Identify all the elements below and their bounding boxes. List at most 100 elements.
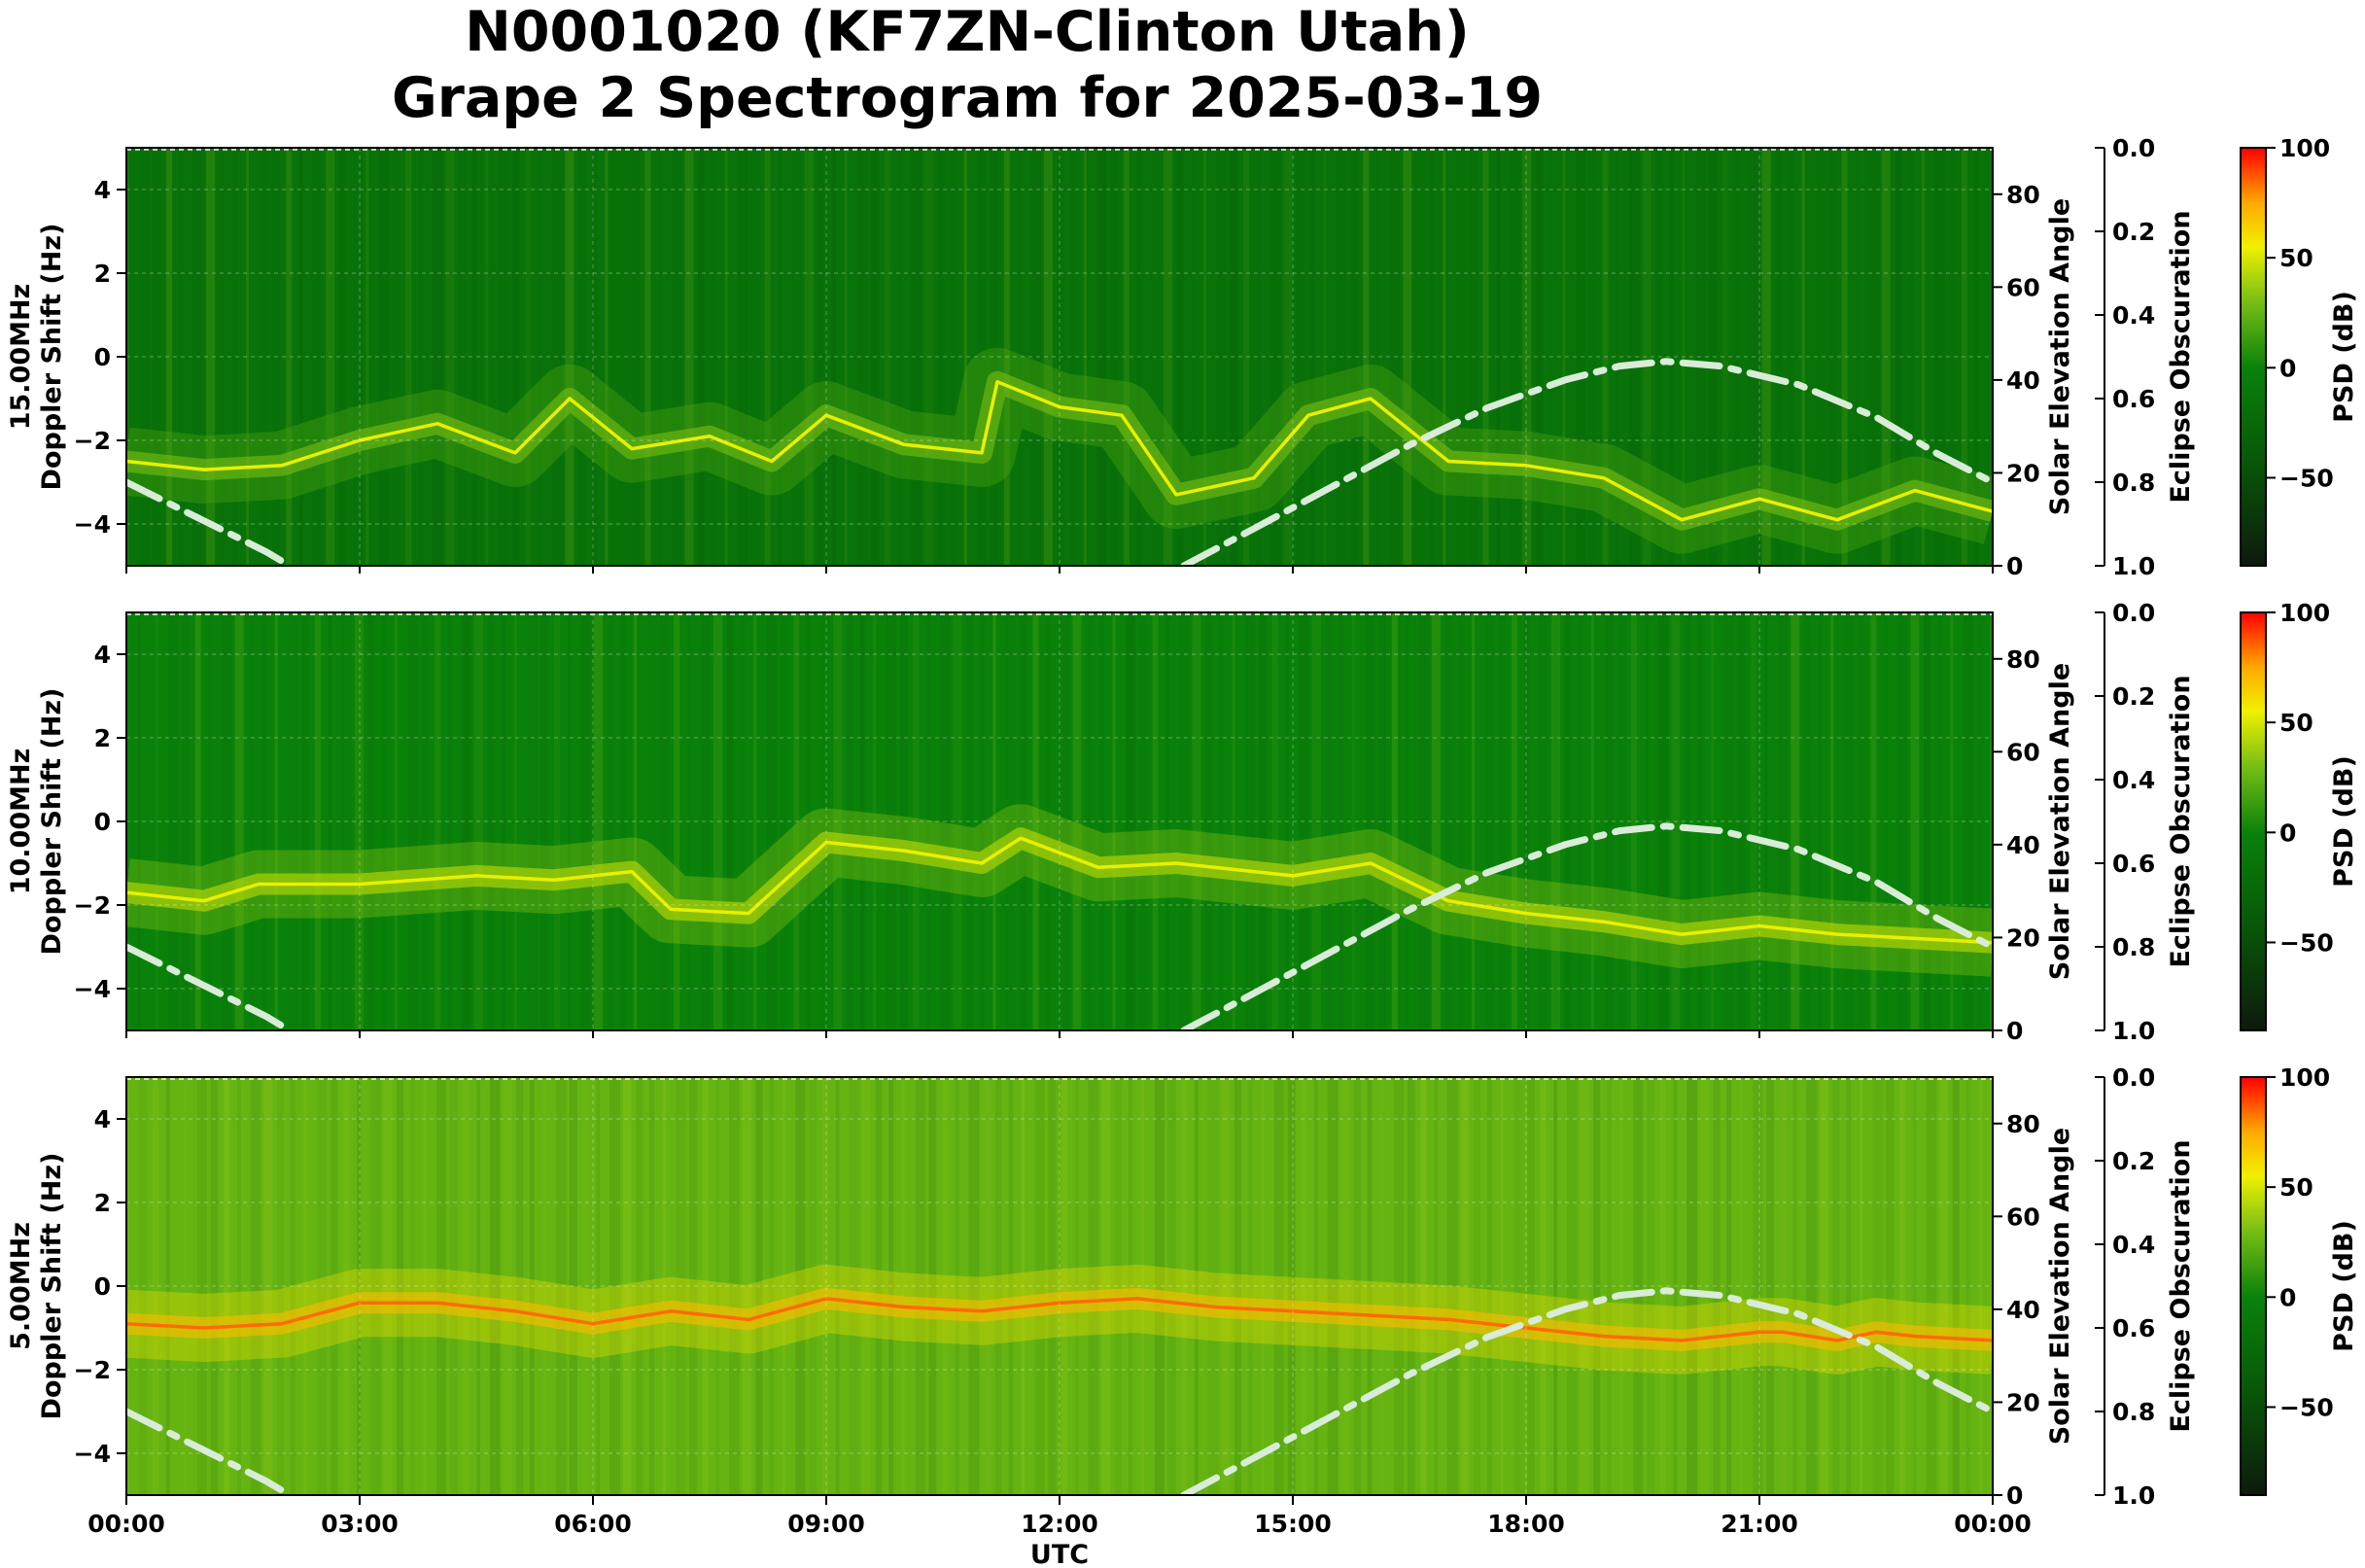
noise-streak bbox=[246, 148, 250, 566]
noise-streak bbox=[1631, 612, 1638, 1030]
elevation-tick-label: 40 bbox=[2006, 831, 2040, 859]
x-tick-label: 06:00 bbox=[554, 1510, 632, 1538]
noise-streak bbox=[338, 148, 346, 566]
noise-streak bbox=[1855, 148, 1860, 566]
noise-streak bbox=[791, 148, 802, 566]
noise-streak bbox=[1976, 612, 1985, 1030]
noise-streak bbox=[1713, 1077, 1721, 1495]
noise-streak bbox=[951, 148, 956, 566]
noise-streak bbox=[1380, 1077, 1384, 1495]
noise-streak bbox=[1859, 1077, 1862, 1495]
eclipse-tick-label: 0.6 bbox=[2112, 385, 2155, 413]
noise-streak bbox=[580, 612, 592, 1030]
noise-streak bbox=[1446, 1077, 1458, 1495]
noise-streak bbox=[1964, 612, 1974, 1030]
noise-streak bbox=[1616, 148, 1620, 566]
noise-streak bbox=[527, 612, 538, 1030]
noise-streak bbox=[1232, 612, 1235, 1030]
noise-streak bbox=[1950, 612, 1954, 1030]
noise-streak bbox=[326, 148, 335, 566]
noise-streak bbox=[660, 612, 669, 1030]
noise-streak bbox=[1124, 148, 1130, 566]
noise-streak bbox=[1513, 1077, 1524, 1495]
noise-streak bbox=[1456, 148, 1466, 566]
noise-streak bbox=[1194, 1077, 1199, 1495]
noise-streak bbox=[1671, 612, 1681, 1030]
noise-streak bbox=[224, 1077, 230, 1495]
noise-streak bbox=[1548, 148, 1554, 566]
noise-streak bbox=[501, 612, 506, 1030]
noise-streak bbox=[1405, 612, 1409, 1030]
noise-streak bbox=[846, 612, 853, 1030]
noise-streak bbox=[1668, 148, 1674, 566]
noise-streak bbox=[1207, 1077, 1219, 1495]
noise-streak bbox=[1979, 1077, 1982, 1495]
noise-streak bbox=[1846, 1077, 1852, 1495]
y-axis-label: Doppler Shift (Hz) bbox=[37, 224, 67, 491]
noise-streak bbox=[1895, 148, 1902, 566]
noise-streak bbox=[1086, 612, 1094, 1030]
noise-streak bbox=[926, 612, 931, 1030]
eclipse-tick-label: 1.0 bbox=[2112, 1017, 2155, 1045]
noise-streak bbox=[740, 612, 746, 1030]
noise-streak bbox=[540, 612, 549, 1030]
noise-streak bbox=[369, 1077, 381, 1495]
noise-streak bbox=[622, 1077, 632, 1495]
noise-streak bbox=[352, 148, 358, 566]
noise-streak bbox=[1684, 612, 1691, 1030]
noise-streak bbox=[1043, 148, 1053, 566]
noise-streak bbox=[686, 612, 691, 1030]
noise-streak bbox=[471, 148, 477, 566]
noise-streak bbox=[286, 148, 293, 566]
noise-streak bbox=[263, 1077, 273, 1495]
colorbar bbox=[2240, 147, 2267, 567]
eclipse-axis-label: Eclipse Obscuration bbox=[2166, 675, 2196, 967]
y-tick-label: 4 bbox=[94, 641, 111, 669]
noise-streak bbox=[1872, 1077, 1883, 1495]
noise-streak bbox=[1339, 612, 1344, 1030]
noise-streak bbox=[1992, 1077, 1993, 1495]
noise-streak bbox=[1022, 1077, 1026, 1495]
noise-streak bbox=[1351, 612, 1355, 1030]
elevation-tick-label: 80 bbox=[2006, 645, 2040, 674]
noise-streak bbox=[578, 148, 586, 566]
noise-streak bbox=[831, 148, 837, 566]
noise-streak bbox=[328, 612, 332, 1030]
noise-streak bbox=[1566, 1077, 1578, 1495]
noise-streak bbox=[1868, 148, 1880, 566]
colorbar-tick-label: 100 bbox=[2279, 134, 2330, 162]
noise-streak bbox=[236, 1077, 241, 1495]
elevation-tick-label: 80 bbox=[2006, 1110, 2040, 1138]
noise-streak bbox=[955, 1077, 959, 1495]
noise-streak bbox=[1633, 1077, 1644, 1495]
elevation-tick-label: 20 bbox=[2006, 459, 2040, 487]
eclipse-tick-label: 0.4 bbox=[2112, 1231, 2155, 1259]
noise-streak bbox=[871, 148, 880, 566]
noise-streak bbox=[423, 1077, 427, 1495]
solar-elevation-curve bbox=[126, 943, 294, 1030]
noise-streak bbox=[139, 1077, 148, 1495]
noise-streak bbox=[1948, 148, 1957, 566]
chart-title-line1: N0001020 (KF7ZN-Clinton Utah) bbox=[465, 0, 1470, 64]
noise-streak bbox=[1921, 148, 1925, 566]
solar-elevation-axis-label: Solar Elevation Angle bbox=[2045, 198, 2075, 515]
noise-streak bbox=[1695, 148, 1706, 566]
noise-streak bbox=[1178, 612, 1190, 1030]
noise-streak bbox=[1564, 612, 1572, 1030]
y-tick-label: 2 bbox=[94, 1189, 111, 1217]
noise-streak bbox=[1088, 1077, 1099, 1495]
eclipse-tick-label: 0.2 bbox=[2112, 218, 2155, 246]
noise-streak bbox=[155, 612, 158, 1030]
noise-streak bbox=[1299, 612, 1310, 1030]
noise-streak bbox=[1761, 148, 1771, 566]
eclipse-tick-label: 0.0 bbox=[2112, 1063, 2155, 1092]
noise-streak bbox=[1803, 612, 1811, 1030]
noise-streak bbox=[1522, 148, 1532, 566]
noise-streak bbox=[567, 612, 572, 1030]
noise-streak bbox=[381, 612, 387, 1030]
noise-streak bbox=[1176, 148, 1184, 566]
noise-streak bbox=[689, 1077, 698, 1495]
noise-streak bbox=[503, 1077, 512, 1495]
noise-streak bbox=[1659, 1077, 1666, 1495]
elevation-tick-label: 0 bbox=[2006, 1481, 2023, 1510]
